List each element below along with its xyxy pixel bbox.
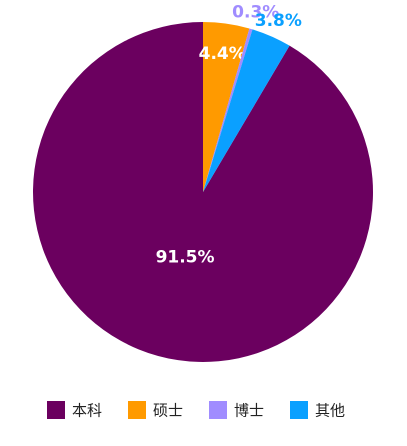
value-label: 91.5% xyxy=(156,248,215,268)
legend-label: 本科 xyxy=(72,402,102,420)
legend-swatch xyxy=(209,401,227,419)
value-label: 3.8% xyxy=(255,11,302,31)
pie-slice xyxy=(203,28,253,193)
legend-swatch xyxy=(47,401,65,419)
pie-slice xyxy=(33,22,374,363)
legend-label: 博士 xyxy=(234,402,264,420)
value-label: 4.4% xyxy=(199,44,246,64)
pie-slice xyxy=(203,22,250,192)
legend-swatch xyxy=(128,401,146,419)
pie-slice xyxy=(203,29,290,193)
value-label: 0.3% xyxy=(232,3,279,23)
legend-label: 其他 xyxy=(315,402,345,420)
legend-swatch xyxy=(290,401,308,419)
legend-label: 硕士 xyxy=(153,402,183,420)
